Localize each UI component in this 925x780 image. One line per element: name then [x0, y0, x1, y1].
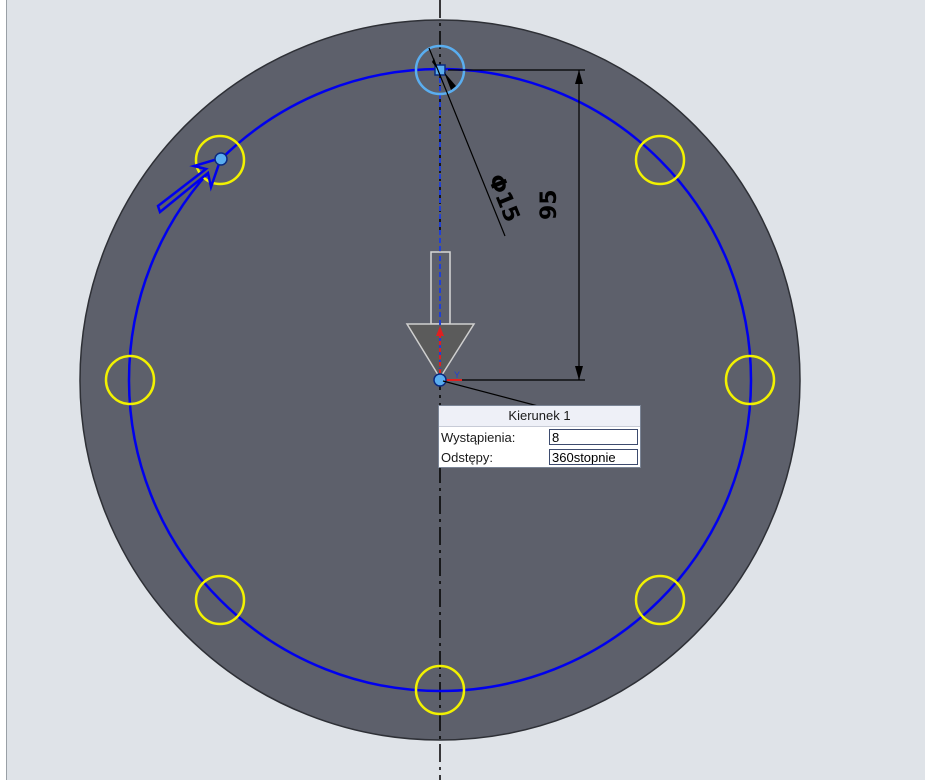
pattern-instance-hole[interactable] — [634, 134, 686, 186]
pattern-instance-hole[interactable] — [194, 574, 246, 626]
spacing-label: Odstępy: — [441, 449, 494, 465]
spacing-row: Odstępy: — [439, 447, 640, 467]
svg-text:Y: Y — [454, 370, 460, 380]
instances-input[interactable] — [549, 429, 638, 445]
spacing-input[interactable] — [549, 449, 638, 465]
pattern-instance-hole[interactable] — [414, 664, 466, 716]
direction-handle-icon[interactable] — [156, 152, 228, 215]
distance-dimension[interactable]: 95 — [448, 69, 585, 381]
pattern-direction-dialog: Kierunek 1 Wystąpienia: Odstępy: — [438, 405, 641, 468]
pattern-instance-hole[interactable] — [634, 574, 686, 626]
pattern-dialog-title: Kierunek 1 — [439, 406, 640, 427]
diameter-dimension[interactable]: Φ15 — [428, 47, 524, 237]
distance-dimension-label[interactable]: 95 — [537, 189, 562, 220]
dialog-leader-line — [442, 380, 539, 407]
pattern-instance-hole[interactable] — [194, 134, 246, 186]
pattern-instance-hole[interactable] — [724, 354, 776, 406]
instances-label: Wystąpienia: — [441, 429, 516, 445]
pattern-instance-hole[interactable] — [104, 354, 156, 406]
pattern-center-point[interactable] — [433, 373, 447, 387]
instances-row: Wystąpienia: — [439, 427, 640, 447]
